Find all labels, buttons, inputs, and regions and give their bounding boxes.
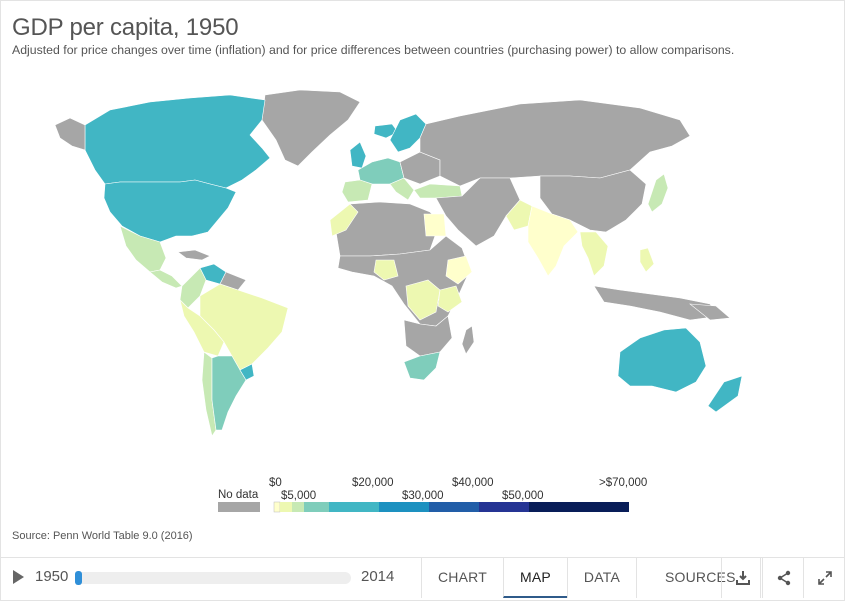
tab-data[interactable]: DATA (566, 558, 636, 598)
chart-subtitle: Adjusted for price changes over time (in… (12, 43, 735, 57)
philippines-region[interactable] (639, 247, 655, 273)
play-icon[interactable] (13, 570, 24, 584)
legend-bin-7[interactable] (479, 502, 529, 512)
brazil-region[interactable] (199, 283, 289, 371)
peru-bolivia-region[interactable] (179, 299, 225, 357)
world-map (54, 89, 743, 437)
papua-new-guinea-region[interactable] (689, 303, 731, 321)
legend-bottom-label-1: $30,000 (402, 490, 444, 502)
uruguay-region[interactable] (239, 363, 255, 381)
view-tabs: CHART MAP DATA SOURCES (421, 558, 761, 598)
southern-africa-region[interactable] (403, 315, 453, 357)
iceland-region[interactable] (373, 123, 399, 139)
nigeria-region[interactable] (373, 259, 399, 281)
legend-bin-8[interactable] (529, 502, 629, 512)
no-data-swatch (218, 502, 260, 512)
legend-bin-0[interactable] (273, 501, 281, 513)
timeline-start-year: 1950 (35, 568, 69, 585)
congo-region[interactable] (405, 279, 441, 321)
legend-bottom-label-2: $50,000 (502, 490, 544, 502)
legend-top-label-2: $40,000 (452, 477, 494, 489)
japan-region[interactable] (647, 173, 669, 213)
western-europe-region[interactable] (357, 157, 405, 185)
uk-region[interactable] (349, 141, 367, 169)
legend-top-label-0: $0 (269, 477, 282, 489)
no-data-label: No data (218, 489, 259, 501)
russia-region[interactable] (419, 99, 691, 187)
south-africa-region[interactable] (403, 351, 441, 381)
iberia-region[interactable] (341, 179, 373, 203)
legend-bin-2[interactable] (292, 502, 304, 512)
italy-region[interactable] (389, 177, 415, 201)
india-region[interactable] (527, 205, 579, 277)
timeline-end-year: 2014 (361, 568, 395, 585)
indonesia-region[interactable] (593, 285, 721, 321)
source-note: Source: Penn World Table 9.0 (2016) (12, 530, 193, 542)
legend-bin-4[interactable] (329, 502, 379, 512)
greenland-region[interactable] (261, 89, 361, 167)
legend-top-label-3: >$70,000 (599, 477, 647, 489)
new-zealand-region[interactable] (707, 375, 743, 413)
egypt-region[interactable] (423, 213, 447, 237)
morocco-region[interactable] (329, 203, 359, 237)
alaska-region[interactable] (54, 117, 86, 151)
canada-region[interactable] (84, 94, 271, 189)
download-button[interactable] (721, 558, 762, 598)
ethiopia-region[interactable] (445, 255, 473, 285)
east-africa-region[interactable] (437, 285, 463, 313)
australia-region[interactable] (617, 327, 707, 393)
madagascar-region[interactable] (461, 325, 475, 355)
share-button[interactable] (762, 558, 803, 598)
chart-title: GDP per capita, 1950 (12, 14, 239, 41)
caribbean-region[interactable] (177, 249, 211, 261)
expand-icon (818, 571, 832, 585)
central-america-region[interactable] (149, 269, 183, 289)
legend-bin-1[interactable] (280, 502, 292, 512)
legend-bottom-label-0: $5,000 (281, 490, 316, 502)
argentina-region[interactable] (211, 355, 247, 431)
legend-bins (273, 501, 629, 513)
expand-button[interactable] (803, 558, 844, 598)
southeast-asia-region[interactable] (579, 231, 609, 277)
controls-footer: 1950 2014 CHART MAP DATA SOURCES (1, 557, 844, 598)
tab-sources[interactable]: SOURCES (635, 558, 761, 598)
download-icon (736, 571, 750, 585)
usa-region[interactable] (103, 179, 237, 243)
legend-top-label-1: $20,000 (352, 477, 394, 489)
legend-bin-6[interactable] (429, 502, 479, 512)
timeline-slider[interactable] (75, 571, 351, 585)
timeline-handle[interactable] (75, 571, 82, 585)
turkey-region[interactable] (413, 183, 463, 199)
legend-bin-3[interactable] (304, 502, 329, 512)
share-icon (777, 570, 791, 586)
legend-bin-5[interactable] (379, 502, 429, 512)
tab-map[interactable]: MAP (502, 558, 567, 598)
tab-chart[interactable]: CHART (421, 558, 503, 598)
legend: No data $0 $20,000 $40,000 >$70,000 $5,0… (218, 477, 647, 513)
